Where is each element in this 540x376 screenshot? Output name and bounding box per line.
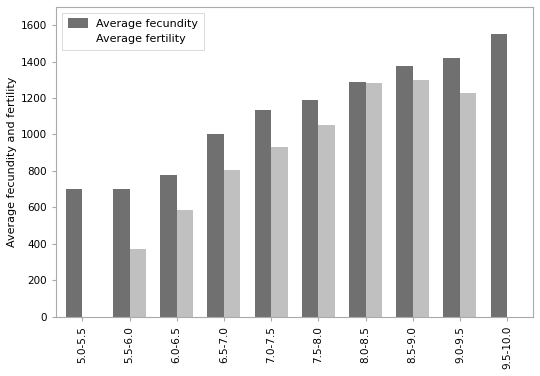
Bar [366, 83, 382, 317]
Bar [349, 82, 366, 317]
Bar [224, 170, 240, 317]
Bar [271, 147, 288, 317]
Bar [490, 34, 507, 317]
Bar [113, 189, 130, 317]
Bar [302, 100, 318, 317]
Bar [460, 94, 476, 317]
Bar [318, 125, 335, 317]
Bar [396, 66, 413, 317]
Bar [413, 80, 429, 317]
Bar [130, 249, 146, 317]
Bar [207, 135, 224, 317]
Bar [160, 176, 177, 317]
Y-axis label: Average fecundity and fertility: Average fecundity and fertility [7, 77, 17, 247]
Bar [254, 110, 271, 317]
Legend: Average fecundity, Average fertility: Average fecundity, Average fertility [62, 12, 204, 50]
Bar [66, 189, 82, 317]
Bar [443, 58, 460, 317]
Bar [177, 210, 193, 317]
